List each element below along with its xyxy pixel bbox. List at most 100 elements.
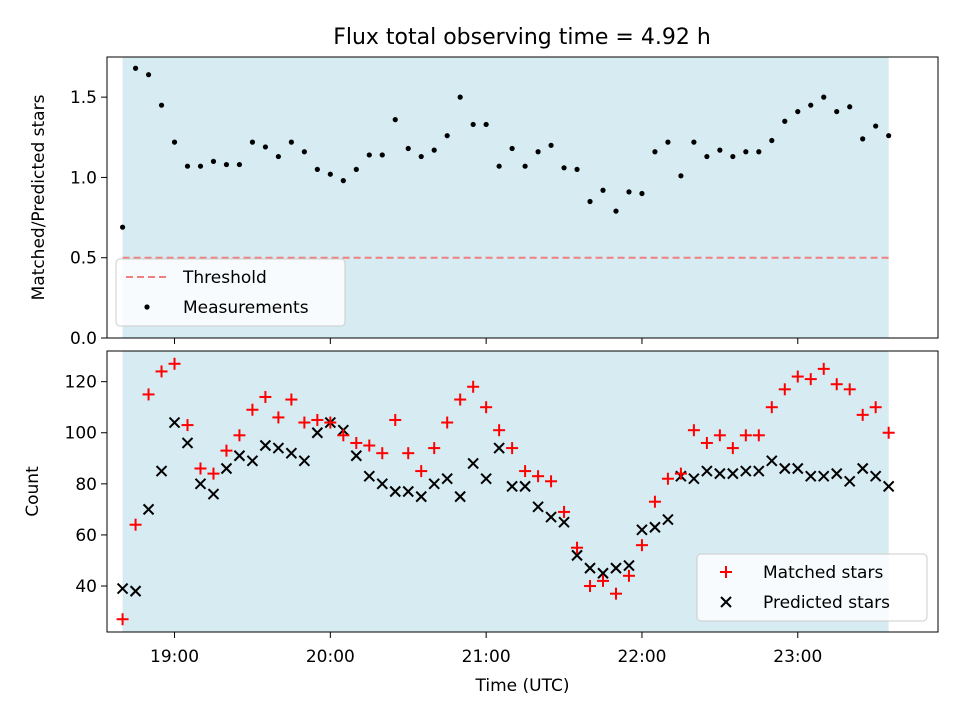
predicted-star-point — [714, 467, 726, 480]
matched-star-point — [661, 472, 674, 485]
bottom-y-axis-label: Count — [23, 466, 43, 517]
matched-star-point — [415, 465, 428, 478]
bottom-ytick-label: 60 — [75, 526, 97, 546]
legend-threshold-label: Threshold — [182, 268, 267, 288]
predicted-star-point — [545, 511, 557, 523]
measurement-point — [808, 102, 814, 108]
bottom-axes-frame — [106, 350, 939, 633]
matched-star-point — [220, 444, 233, 457]
bottom-xtick-label: 23:00 — [773, 647, 822, 667]
measurement-point — [782, 118, 788, 124]
measurement-point — [548, 142, 554, 148]
predicted-star-point — [649, 521, 661, 533]
matched-star-point — [804, 373, 817, 386]
matched-star-point — [350, 436, 363, 449]
measurement-point — [613, 208, 619, 214]
predicted-star-point — [402, 485, 414, 498]
predicted-star-point — [779, 462, 791, 475]
predicted-star-point — [882, 480, 895, 493]
measurement-point — [210, 158, 217, 164]
predicted-star-point — [571, 549, 583, 562]
top-y-axis-label: Matched/Predicted stars — [29, 94, 49, 300]
predicted-star-point — [181, 437, 194, 449]
top-ytick-label: 0.5 — [70, 249, 97, 269]
matched-star-point — [648, 495, 661, 508]
matched-star-point — [259, 390, 272, 403]
matched-star-point — [817, 362, 830, 375]
matched-star-point — [285, 393, 298, 406]
matched-star-point — [571, 541, 584, 554]
matched-star-point — [441, 416, 454, 429]
matched-star-point — [454, 393, 467, 406]
matched-star-point — [532, 470, 545, 483]
top-ytick-label: 1.5 — [70, 88, 97, 108]
matched-star-point — [778, 383, 791, 396]
measurement-point — [418, 153, 424, 160]
matched-star-point — [558, 505, 571, 518]
predicted-star-point — [480, 473, 492, 485]
predicted-star-point — [116, 582, 129, 595]
measurement-point — [821, 94, 827, 100]
predicted-star-point — [584, 562, 596, 574]
legend-predicted-label: Predicted stars — [763, 593, 890, 613]
measurement-point — [873, 123, 879, 129]
predicted-star-point — [298, 455, 311, 467]
measurement-point — [340, 178, 346, 184]
measurement-point — [535, 149, 541, 155]
matched-star-point — [622, 569, 635, 582]
matched-star-point — [376, 447, 389, 460]
matched-star-point — [428, 442, 441, 455]
measurement-point — [769, 137, 775, 144]
measurement-point — [353, 166, 359, 172]
measurement-point — [860, 136, 866, 142]
matched-star-point — [882, 426, 895, 439]
predicted-star-point — [415, 490, 427, 503]
predicted-star-point — [168, 416, 181, 429]
matched-star-point — [765, 401, 778, 414]
measurement-point — [483, 121, 489, 128]
matched-star-point — [480, 401, 493, 414]
predicted-star-point — [155, 465, 168, 477]
predicted-star-point — [740, 465, 752, 477]
measurement-point — [288, 139, 294, 145]
predicted-star-point — [727, 467, 739, 480]
predicted-star-point — [129, 585, 142, 597]
matched-star-point — [830, 378, 843, 391]
matched-star-point — [311, 413, 324, 426]
predicted-star-point — [194, 478, 207, 490]
matched-star-point — [194, 462, 207, 475]
matched-star-point — [843, 383, 856, 396]
predicted-star-point — [597, 567, 609, 579]
matched-star-point — [700, 436, 713, 449]
measurement-point — [197, 163, 204, 169]
matched-star-point — [467, 380, 480, 393]
measurement-point — [275, 153, 281, 160]
measurement-point — [262, 144, 269, 150]
predicted-star-point — [623, 559, 635, 572]
measurement-point — [847, 104, 853, 110]
matched-star-point — [609, 587, 622, 600]
legend-measurements-label: Measurements — [183, 298, 309, 318]
matched-star-point — [181, 419, 194, 432]
bottom-xtick-label: 22:00 — [617, 647, 666, 667]
predicted-star-point — [662, 513, 674, 526]
top-ytick-label: 0.0 — [70, 329, 97, 349]
matched-star-point — [272, 411, 285, 424]
predicted-star-point — [246, 455, 259, 467]
measurement-point — [132, 65, 139, 71]
bottom-ytick-label: 100 — [65, 424, 97, 444]
bottom-ytick-label: 40 — [75, 577, 97, 597]
predicted-star-point — [869, 470, 882, 482]
measurement-point — [314, 166, 320, 172]
measurement-point — [587, 198, 593, 205]
matched-star-point — [584, 580, 597, 593]
measurement-point — [444, 133, 450, 139]
predicted-star-point — [363, 470, 375, 482]
matched-star-point — [116, 613, 129, 626]
top-axes-frame — [106, 56, 939, 339]
measurement-point — [470, 121, 476, 128]
matched-star-point — [635, 539, 648, 552]
measurement-point — [756, 149, 762, 155]
measurement-point — [392, 117, 398, 123]
measurement-point — [522, 163, 528, 169]
